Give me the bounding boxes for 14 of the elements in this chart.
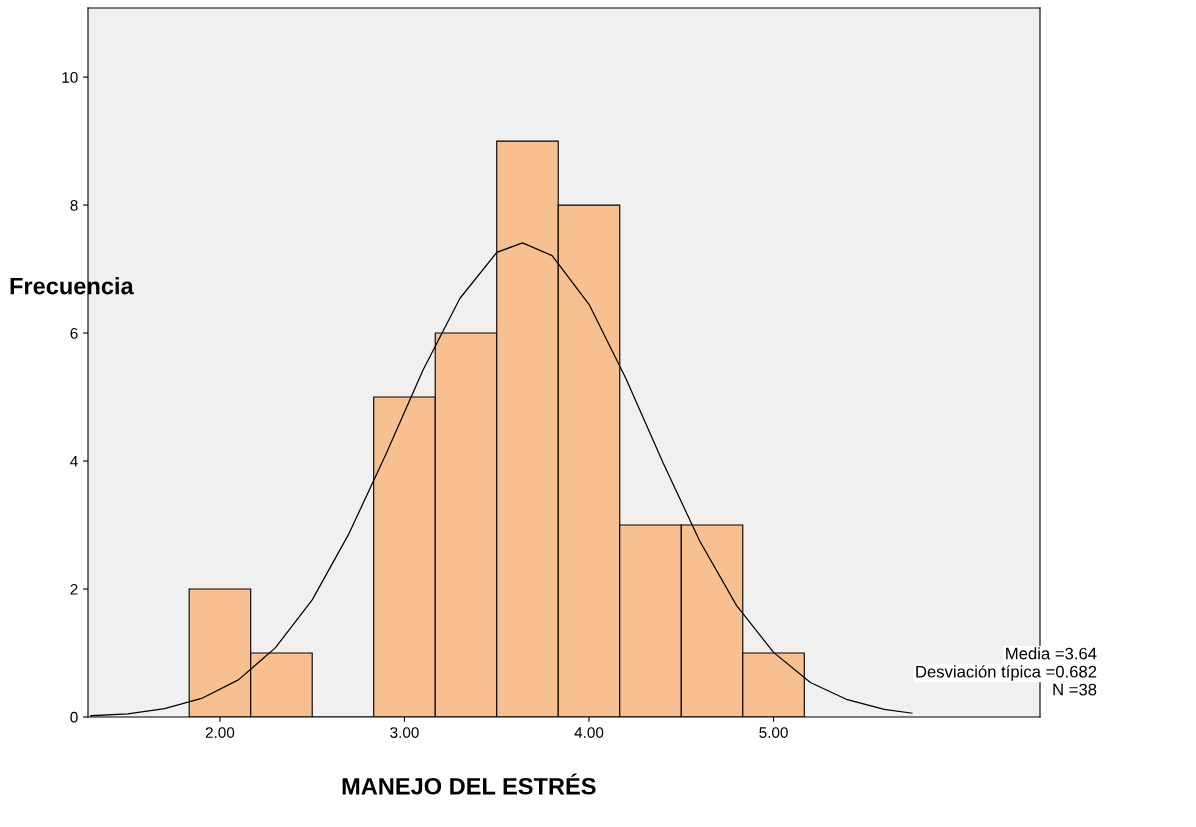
y-tick-label: 6	[70, 327, 78, 339]
x-tick-label: 5.00	[759, 727, 788, 738]
y-tick-label: 2	[70, 583, 78, 595]
x-tick-label: 3.00	[390, 727, 419, 738]
text: N =38	[1053, 683, 1097, 696]
y-tick-label: 8	[70, 199, 78, 211]
x-tick-label: 2.00	[205, 727, 235, 738]
annotation: Media =3.64	[1006, 647, 1097, 660]
y-tick-label: 10	[62, 71, 78, 83]
x-tick-label: 4.00	[574, 727, 604, 738]
annotation: Desviación típica =0.682	[916, 665, 1097, 681]
y-tick-label: 4	[70, 456, 78, 467]
y-tick-label: 0	[70, 711, 78, 723]
x-axis-title: MANEJO DEL ESTRÉS	[342, 773, 596, 795]
